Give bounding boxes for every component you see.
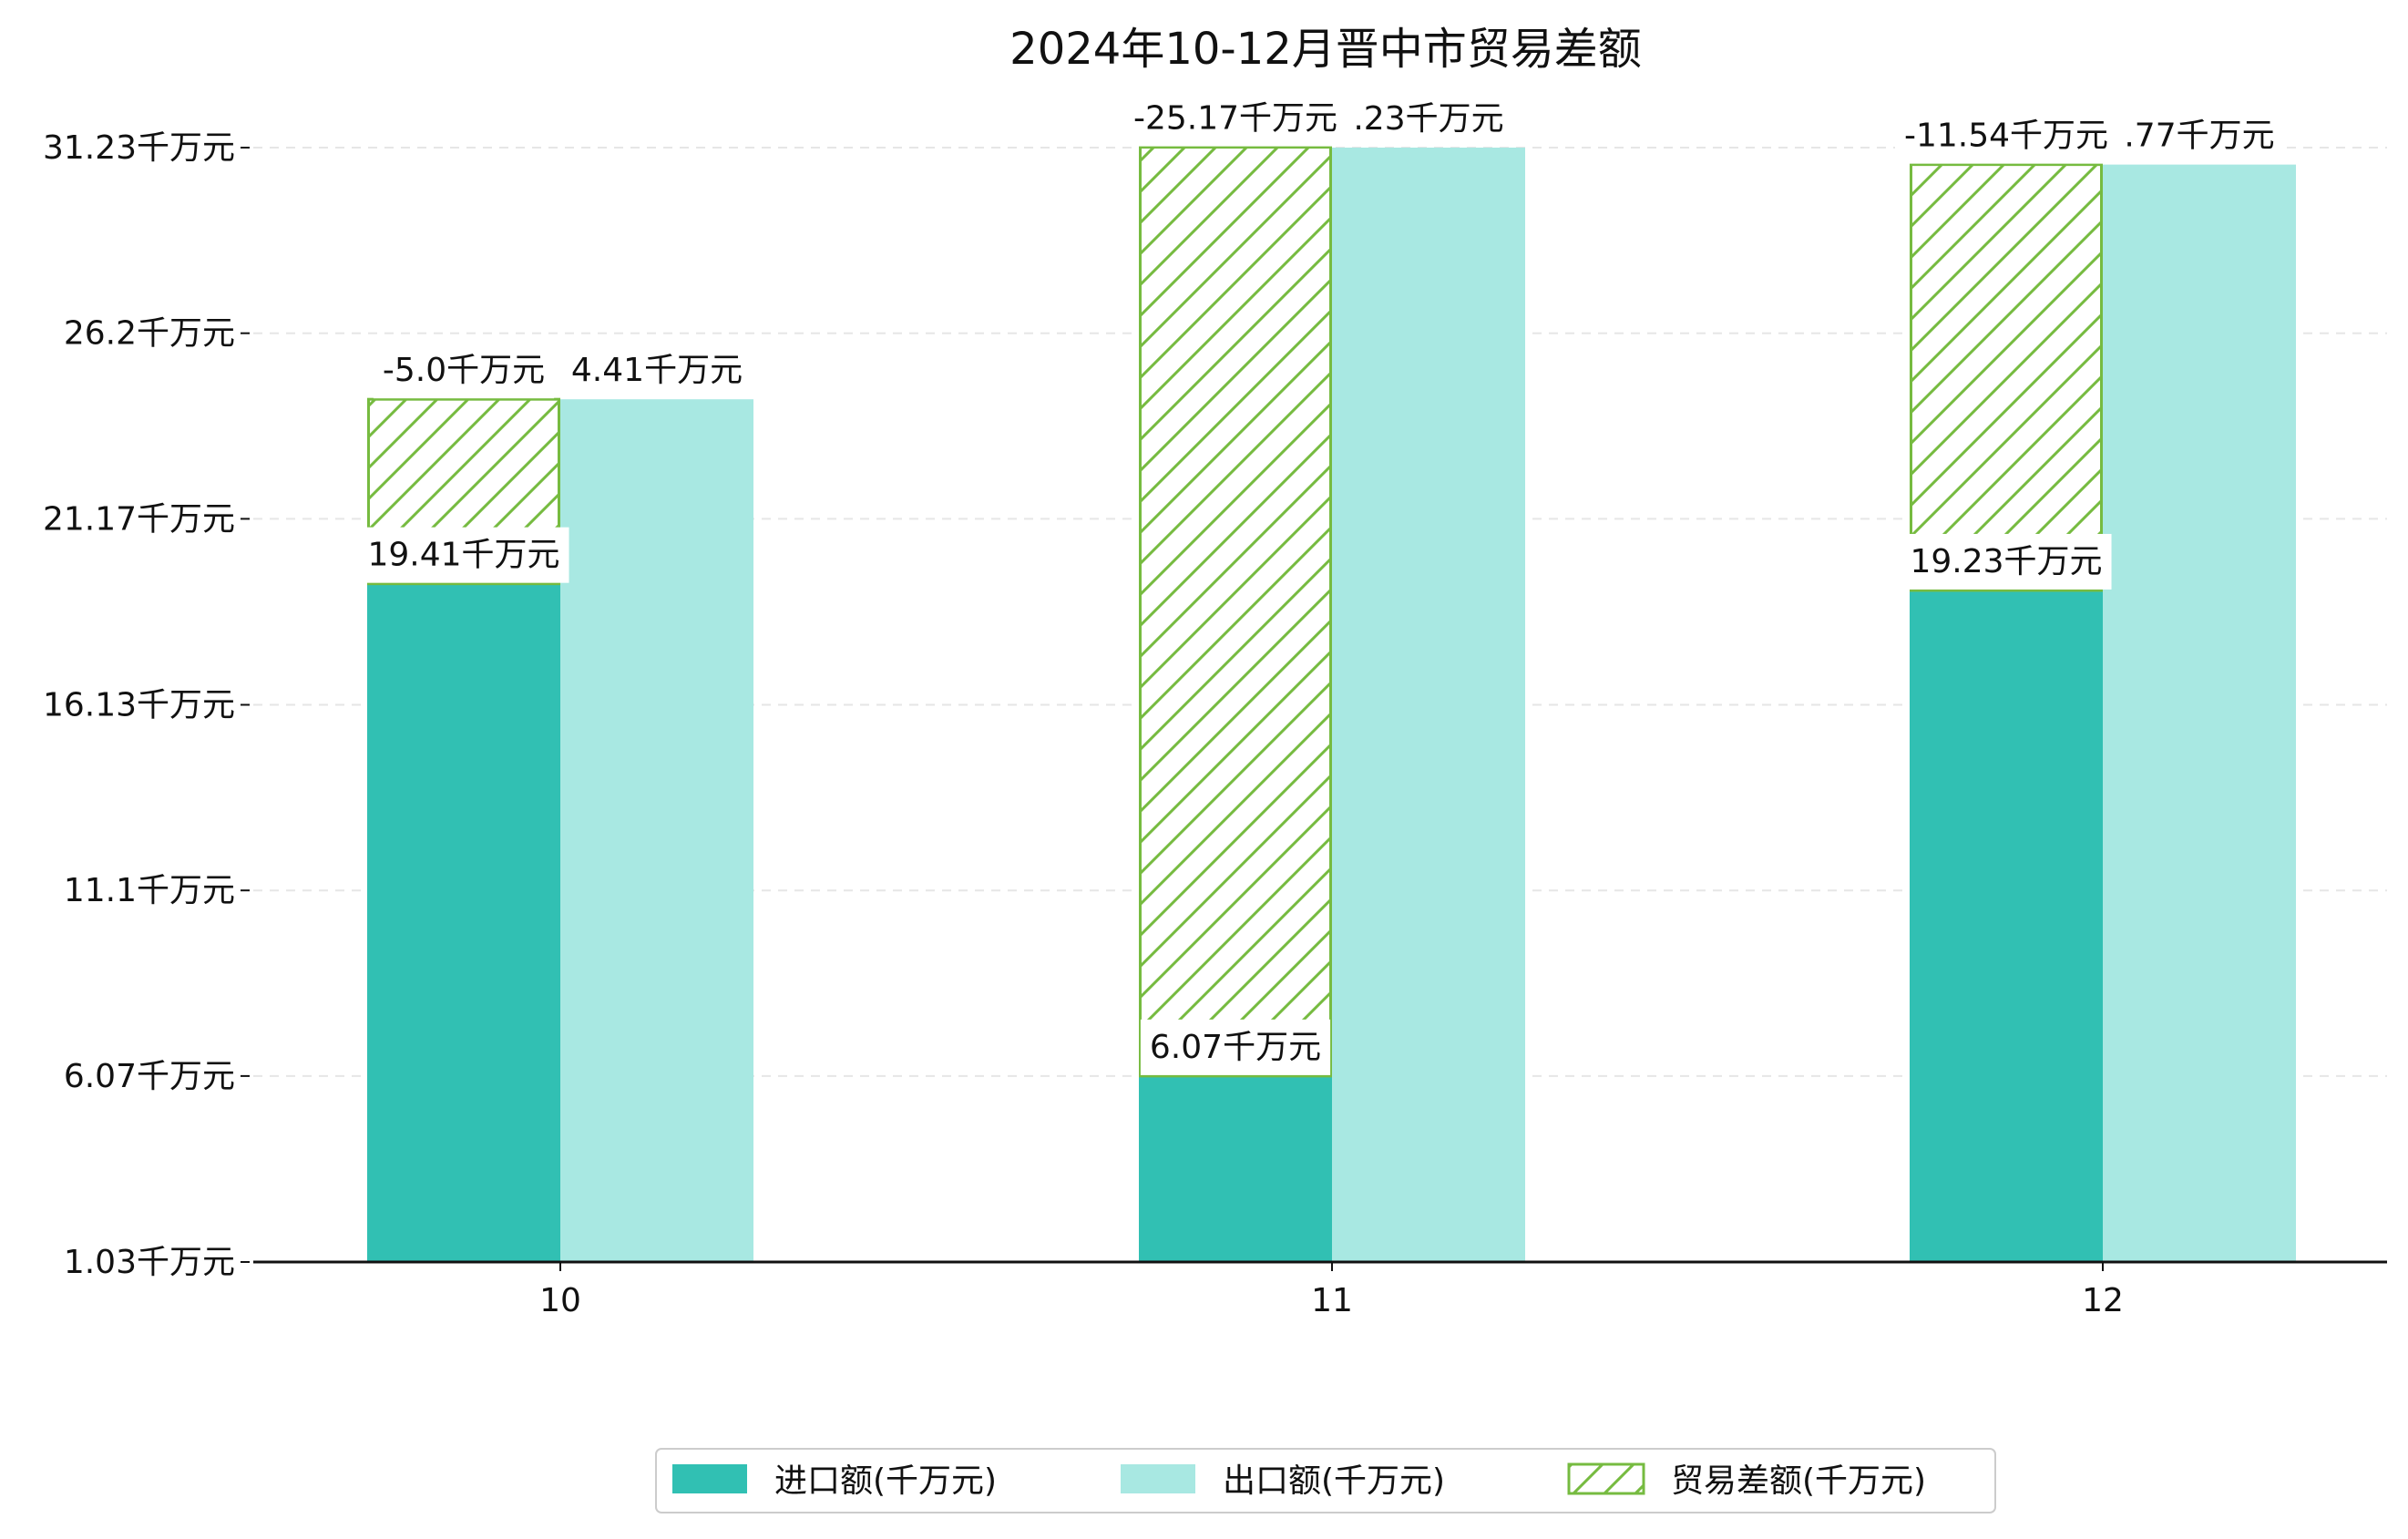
import-bar xyxy=(367,583,560,1262)
y-tick-label: 16.13千万元 xyxy=(43,687,235,724)
export-bar xyxy=(560,399,753,1263)
y-tick-label: 1.03千万元 xyxy=(64,1244,235,1281)
legend-swatch-2 xyxy=(1121,1464,1195,1493)
y-tick-label: 26.2千万元 xyxy=(64,315,235,353)
data-labels: 19.41千万元 -5.0千万元 4.41千万元 6.07千万元 -25.17千万元 .2… xyxy=(358,90,2284,1075)
import-value-label: 6.07千万元 xyxy=(1150,1029,1321,1066)
balance-bar xyxy=(1139,146,1332,1078)
balance-value-label: -5.0千万元 xyxy=(383,352,545,389)
export-value-label: .77千万元 xyxy=(2124,118,2274,155)
import-value-label-bg xyxy=(1901,533,2112,590)
legend-label-3: 贸易差额(千万元) xyxy=(1671,1462,1926,1500)
legend-box xyxy=(655,1448,1996,1513)
export-value-label: .23千万元 xyxy=(1353,100,1503,138)
export-bar xyxy=(1332,148,1525,1262)
import-value-label: 19.41千万元 xyxy=(367,537,559,574)
import-value-label: 19.23千万元 xyxy=(1910,543,2102,580)
import-bar xyxy=(1139,1075,1332,1262)
legend-swatch-3 xyxy=(1567,1462,1645,1495)
x-tick-label: 12 xyxy=(2082,1282,2124,1319)
legend-label-2: 出口额(千万元) xyxy=(1223,1462,1445,1500)
chart-title: 2024年10-12月晋中市贸易差额 xyxy=(1009,24,1642,75)
y-tick-label: 11.1千万元 xyxy=(64,872,235,909)
import-bar xyxy=(1910,590,2103,1262)
export-bar xyxy=(2103,164,2296,1263)
balance-value-label: -25.17千万元 xyxy=(1133,100,1337,138)
x-tick-label: 11 xyxy=(1311,1282,1353,1319)
export-value-label-bg xyxy=(561,343,753,399)
import-value-label-bg xyxy=(1140,1019,1331,1075)
export-value-label-bg xyxy=(2115,108,2284,164)
y-tick-label: 21.17千万元 xyxy=(43,500,235,538)
bars xyxy=(367,146,2296,1263)
y-tick-label: 31.23千万元 xyxy=(43,129,235,167)
import-value-label-bg xyxy=(358,527,569,583)
axes: 1.03千万元 6.07千万元 11.1千万元 16.13千万元 21.17千万元 26.… xyxy=(43,129,2387,1319)
balance-bar xyxy=(1910,163,2103,592)
export-value-label: 4.41千万元 xyxy=(571,352,743,389)
legend-label-1: 进口额(千万元) xyxy=(774,1462,997,1500)
balance-value-label-bg xyxy=(1123,90,1347,147)
export-value-label-bg xyxy=(1344,91,1513,147)
balance-value-label-bg xyxy=(373,343,555,399)
legend: 进口额(千万元) 出口额(千万元) 贸易差额(千万元) xyxy=(655,1448,1996,1513)
balance-value-label: -11.54千万元 xyxy=(1904,118,2108,155)
x-tick-label: 10 xyxy=(539,1282,581,1319)
legend-swatch-1 xyxy=(672,1464,747,1493)
balance-value-label-bg xyxy=(1894,108,2118,164)
y-tick-label: 6.07千万元 xyxy=(64,1058,235,1095)
